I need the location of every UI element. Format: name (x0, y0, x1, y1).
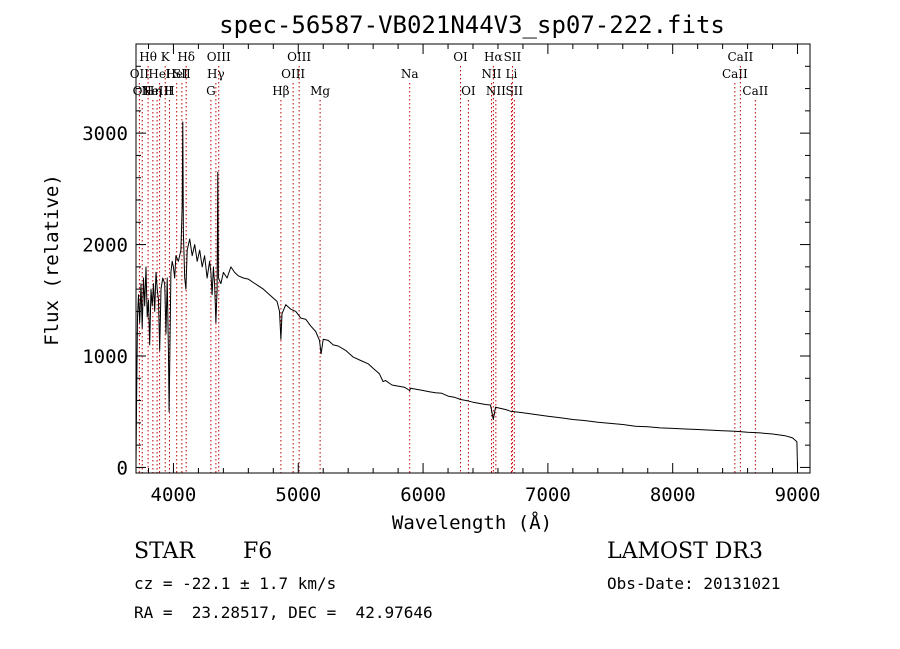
y-tick-label: 2000 (82, 235, 128, 257)
object-subclass: F6 (243, 539, 273, 564)
x-axis-label: Wavelength (Å) (392, 511, 552, 534)
line-marker-label: Hθ (139, 50, 157, 64)
line-marker-label: Li (506, 67, 518, 81)
line-marker-label: NII (481, 67, 501, 81)
line-marker-label: Mg (310, 84, 330, 98)
survey-name: LAMOST DR3 (607, 539, 763, 564)
line-marker-label: OIII (281, 67, 305, 81)
line-marker-label: Hη (144, 84, 162, 98)
line-marker-label: OI (461, 84, 476, 98)
line-marker-label: SII (173, 67, 191, 81)
line-marker-label: Hγ (207, 67, 225, 81)
line-marker-label: Hδ (177, 50, 195, 64)
y-tick-label: 0 (117, 457, 128, 479)
object-class: STAR (134, 539, 195, 564)
y-axis-label: Flux (relative) (41, 174, 63, 346)
x-tick-label: 5000 (275, 484, 321, 506)
line-marker-label: CaII (722, 67, 748, 81)
spectrum-series (135, 121, 798, 468)
line-marker-label: OIII (287, 50, 311, 64)
line-marker-label: SII (505, 84, 523, 98)
line-marker-label: OII (133, 84, 153, 98)
observation-date: Obs-Date: 20131021 (607, 574, 781, 593)
chart-title: spec-56587-VB021N44V3_sp07-222.fits (219, 11, 725, 39)
x-tick-label: 6000 (400, 484, 446, 506)
x-tick-label: 4000 (151, 484, 197, 506)
line-marker-label: OI (453, 50, 468, 64)
y-tick-label: 3000 (82, 123, 128, 145)
axis-ticks: 4000 5000 6000 7000 8000 9000 0 1000 2000 3000 (82, 44, 820, 506)
line-marker-label: Na (401, 67, 419, 81)
line-marker-label: K (161, 50, 171, 64)
line-marker-label: H (164, 84, 174, 98)
line-marker-label: OIII (207, 50, 231, 64)
plot-frame (135, 43, 811, 474)
x-tick-label: 7000 (525, 484, 571, 506)
line-marker-label: NII (486, 84, 506, 98)
x-tick-label: 8000 (650, 484, 696, 506)
line-marker-label: Hβ (272, 84, 289, 98)
ra-dec-coordinates: RA = 23.28517, DEC = 42.97646 (134, 603, 433, 622)
line-marker-label: CaII (742, 84, 768, 98)
y-tick-label: 1000 (82, 346, 128, 368)
redshift-value: cz = -22.1 ± 1.7 km/s (134, 574, 337, 593)
line-marker-label: G (206, 84, 216, 98)
line-marker-label: CaII (727, 50, 753, 64)
line-marker-label: OII (130, 67, 150, 81)
line-marker-label: SII (504, 50, 522, 64)
line-markers: OIIOIIHθHηNeIIIHeIKHHeISIIHδGHγOIIIHβOII… (130, 50, 768, 473)
x-tick-label: 9000 (775, 484, 821, 506)
line-marker-label: HeI (166, 67, 189, 81)
line-marker-label: Hα (484, 50, 503, 64)
spectrum-line (135, 121, 798, 468)
